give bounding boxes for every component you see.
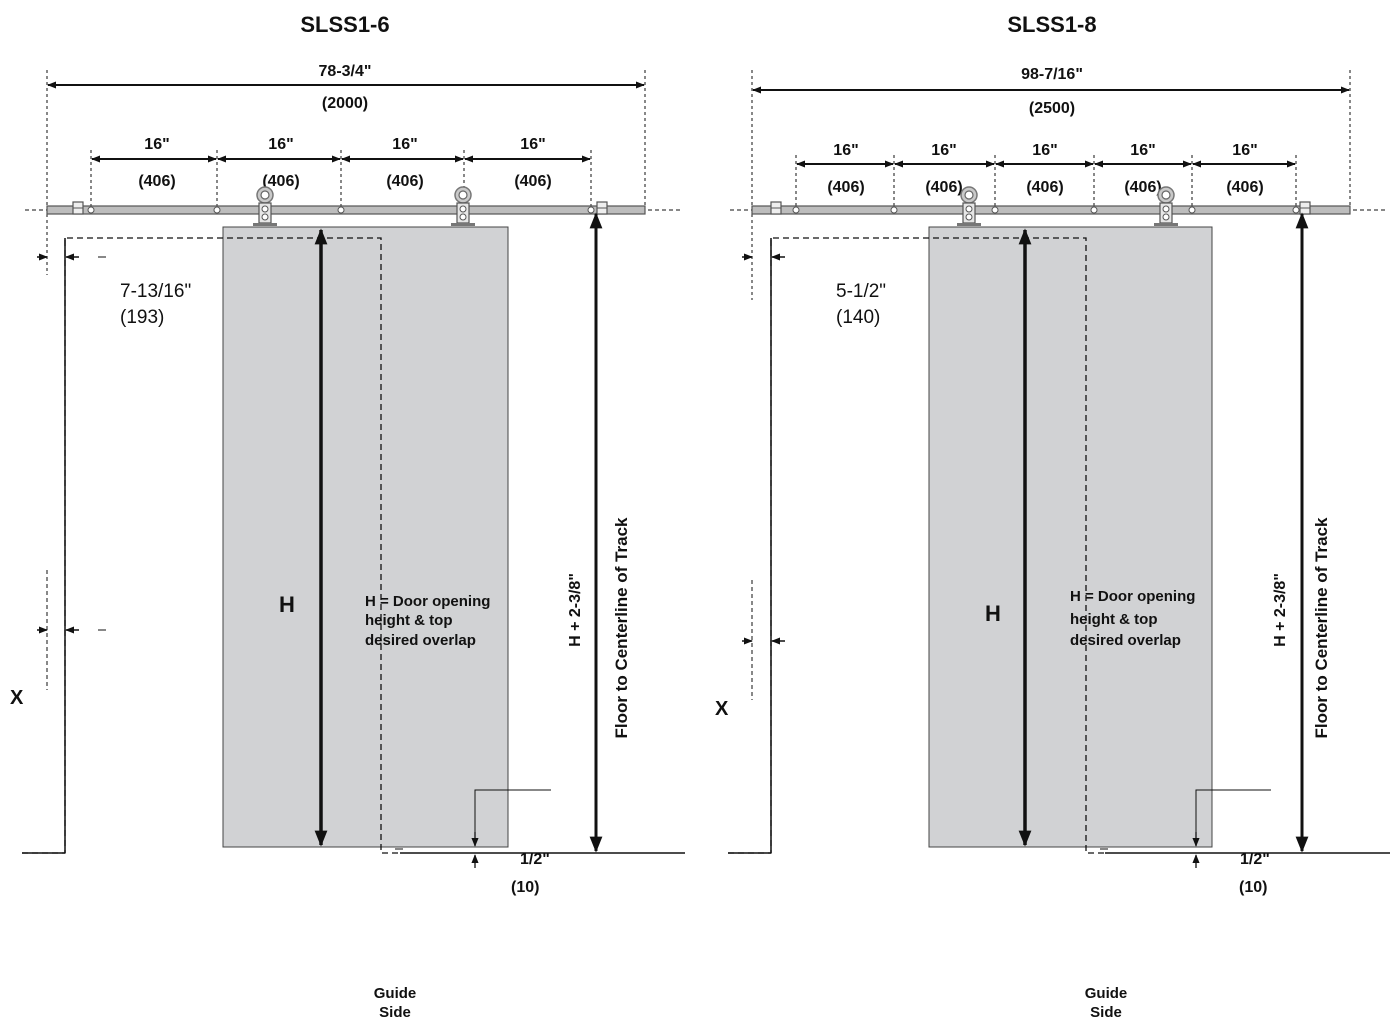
left-gap-mm: (10) bbox=[511, 879, 539, 896]
left-spacing-mm-3: (406) bbox=[386, 173, 423, 190]
right-door-panel bbox=[928, 226, 1213, 848]
right-spacing-mm-3: (406) bbox=[1026, 179, 1063, 196]
right-h-note-1: H = Door opening bbox=[1070, 588, 1195, 605]
left-spacing-in-3: 16" bbox=[392, 136, 417, 153]
left-overall-in: 78-3/4" bbox=[319, 63, 372, 80]
left-offset-in: 7-13/16" bbox=[120, 281, 191, 302]
left-overall-mm: (2000) bbox=[322, 95, 368, 112]
left-guide-label-1: Guide bbox=[374, 985, 417, 1002]
right-stopper-icon bbox=[770, 201, 782, 215]
left-offset-mm: (193) bbox=[120, 307, 164, 328]
right-x-label: X bbox=[715, 698, 729, 720]
right-track bbox=[751, 205, 1351, 215]
right-spacing-in-2: 16" bbox=[931, 142, 956, 159]
left-spacing-in-2: 16" bbox=[268, 136, 293, 153]
left-gap-in: 1/2" bbox=[520, 851, 550, 868]
right-h-note-3: desired overlap bbox=[1070, 632, 1181, 649]
left-spacing-in-4: 16" bbox=[520, 136, 545, 153]
right-spacing-mm-2: (406) bbox=[925, 179, 962, 196]
left-x-label: X bbox=[10, 687, 24, 709]
left-h-label: H bbox=[279, 592, 295, 617]
right-drawing: SLSS1-8 98-7/16" (2500) 16" 16" 16" 16" … bbox=[715, 12, 1390, 1021]
right-spacing-in-1: 16" bbox=[833, 142, 858, 159]
left-stopper-icon bbox=[72, 201, 84, 215]
left-spacing-mm-2: (406) bbox=[262, 173, 299, 190]
left-track bbox=[46, 205, 646, 215]
right-spacing-mm-5: (406) bbox=[1226, 179, 1263, 196]
right-spacing-in-4: 16" bbox=[1130, 142, 1155, 159]
right-h-note-2: height & top bbox=[1070, 611, 1157, 628]
right-gap-in: 1/2" bbox=[1240, 851, 1270, 868]
right-guide-label-1: Guide bbox=[1085, 985, 1128, 1002]
left-stopper-icon bbox=[596, 201, 608, 215]
right-title: SLSS1-8 bbox=[1007, 12, 1096, 37]
right-spacing-in-3: 16" bbox=[1032, 142, 1057, 159]
right-spacing-mm-4: (406) bbox=[1124, 179, 1161, 196]
right-offset-mm: (140) bbox=[836, 307, 880, 328]
right-spacing-mm-1: (406) bbox=[827, 179, 864, 196]
left-h-note-1: H = Door opening bbox=[365, 593, 490, 610]
right-gap-mm: (10) bbox=[1239, 879, 1267, 896]
left-drawing: SLSS1-6 78-3/4" (2000) 16" 16" 16" 16" (… bbox=[10, 12, 685, 1021]
left-vertical-dim: H + 2-3/8" bbox=[567, 573, 584, 647]
left-title: SLSS1-6 bbox=[300, 12, 389, 37]
left-spacing-mm-4: (406) bbox=[514, 173, 551, 190]
left-h-note-2: height & top bbox=[365, 612, 452, 629]
right-h-label: H bbox=[985, 601, 1001, 626]
right-vertical-dim: H + 2-3/8" bbox=[1272, 573, 1289, 647]
right-stopper-icon bbox=[1299, 201, 1311, 215]
left-spacing-in-1: 16" bbox=[144, 136, 169, 153]
right-spacing-in-5: 16" bbox=[1232, 142, 1257, 159]
right-offset-in: 5-1/2" bbox=[836, 281, 886, 302]
right-overall-mm: (2500) bbox=[1029, 100, 1075, 117]
right-floor-label: Floor to Centerline of Track bbox=[1312, 517, 1331, 739]
left-h-note-3: desired overlap bbox=[365, 632, 476, 649]
right-overall-in: 98-7/16" bbox=[1021, 66, 1083, 83]
left-floor-label: Floor to Centerline of Track bbox=[612, 517, 631, 739]
left-guide-label-2: Side bbox=[379, 1004, 411, 1021]
left-door-panel bbox=[222, 226, 509, 848]
right-guide-label-2: Side bbox=[1090, 1004, 1122, 1021]
left-spacing-mm-1: (406) bbox=[138, 173, 175, 190]
